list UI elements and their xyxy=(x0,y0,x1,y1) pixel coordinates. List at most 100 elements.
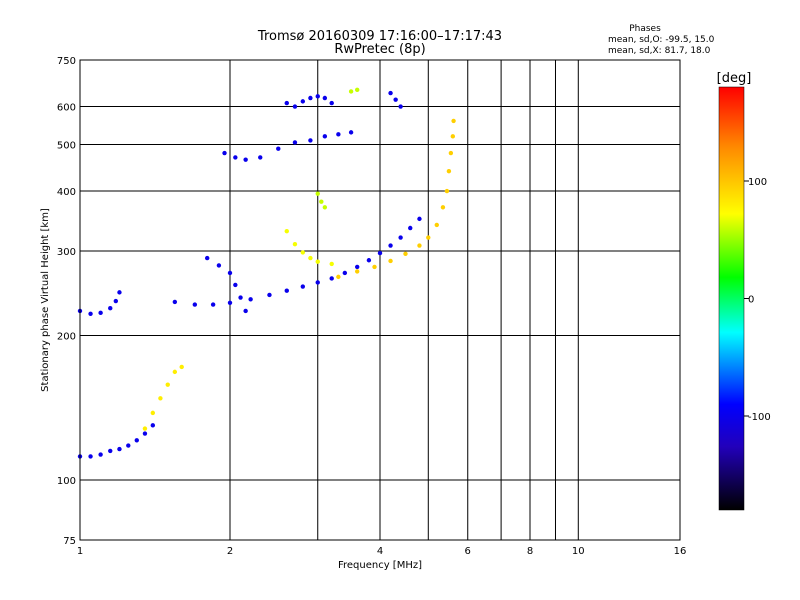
data-point xyxy=(243,308,248,314)
data-point xyxy=(258,155,263,160)
data-point xyxy=(134,438,139,443)
data-point xyxy=(329,276,334,281)
data-point xyxy=(248,297,253,302)
data-point xyxy=(222,150,227,156)
data-point xyxy=(276,146,281,151)
data-point xyxy=(98,452,103,457)
data-point xyxy=(88,311,93,316)
y-tick-label: 300 xyxy=(57,247,76,258)
info-heading: Phases xyxy=(629,24,661,34)
data-point xyxy=(88,454,93,459)
data-point xyxy=(292,140,298,145)
y-tick-label: 75 xyxy=(63,536,76,547)
data-point xyxy=(284,228,289,234)
data-point xyxy=(210,302,216,307)
data-point xyxy=(227,270,233,276)
data-point xyxy=(308,95,313,101)
data-point xyxy=(450,134,456,139)
data-point xyxy=(315,280,320,285)
data-point xyxy=(451,118,456,124)
data-point xyxy=(300,284,306,289)
data-point xyxy=(426,235,431,240)
data-point xyxy=(158,396,163,401)
y-ticks: 75 100 200 300 400 500 600 750 xyxy=(57,56,76,547)
data-point xyxy=(126,443,131,448)
data-point xyxy=(233,282,238,288)
data-point xyxy=(308,138,313,143)
data-point xyxy=(329,261,334,267)
data-point xyxy=(227,300,233,306)
data-point xyxy=(444,188,450,194)
data-point xyxy=(238,295,243,300)
data-point xyxy=(448,150,454,156)
x-tick-label: 8 xyxy=(527,546,533,557)
y-tick-label: 750 xyxy=(57,56,76,67)
x-ticks: 1 2 4 6 8 10 16 xyxy=(77,546,687,557)
x-axis-label: Frequency [MHz] xyxy=(338,560,422,571)
x-tick-label: 2 xyxy=(227,546,233,557)
data-point xyxy=(150,423,156,428)
data-point xyxy=(329,100,334,106)
chart-title: Tromsø 20160309 17:16:00–17:17:43 xyxy=(257,29,502,44)
data-point xyxy=(315,191,320,196)
data-point xyxy=(348,130,354,135)
data-point xyxy=(315,94,320,99)
plot-frame xyxy=(79,59,681,541)
data-point xyxy=(336,132,341,137)
data-point xyxy=(292,241,298,247)
data-point xyxy=(336,274,341,280)
colorbar-tick-label: -100 xyxy=(748,412,771,423)
info-line-o: mean, sd,O: -99.5, 15.0 xyxy=(608,35,715,45)
data-point xyxy=(440,205,446,210)
colorbar-label: [deg] xyxy=(717,71,752,86)
data-point xyxy=(434,222,439,228)
data-point xyxy=(388,243,393,248)
data-point xyxy=(292,104,298,109)
data-point xyxy=(354,269,360,274)
x-tick-label: 10 xyxy=(572,546,585,557)
data-point xyxy=(377,250,383,256)
data-point xyxy=(342,270,348,276)
data-point xyxy=(388,258,393,264)
data-point xyxy=(403,251,408,257)
data-point xyxy=(398,235,403,240)
data-point xyxy=(300,99,306,104)
data-point xyxy=(319,199,324,204)
data-point xyxy=(108,306,113,311)
data-point xyxy=(388,90,393,96)
colorbar-tick-label: 100 xyxy=(748,177,767,188)
x-tick-label: 6 xyxy=(465,546,471,557)
data-point xyxy=(284,100,289,106)
data-point xyxy=(142,431,148,436)
info-line-x: mean, sd,X: 81.7, 18.0 xyxy=(608,46,711,56)
colorbar xyxy=(718,86,745,511)
data-point xyxy=(366,258,372,263)
data-point xyxy=(354,264,360,270)
data-point xyxy=(322,95,328,101)
y-tick-label: 200 xyxy=(57,332,76,343)
data-point xyxy=(113,298,119,304)
grid-lines xyxy=(80,60,680,540)
colorbar-ticks: 100 0 -100 xyxy=(744,177,771,423)
x-tick-label: 16 xyxy=(674,546,687,557)
x-tick-label: 4 xyxy=(377,546,383,557)
data-point xyxy=(408,225,413,231)
data-point xyxy=(117,446,122,452)
data-point xyxy=(172,299,178,305)
data-point xyxy=(192,302,198,307)
y-tick-label: 100 xyxy=(57,476,76,487)
data-point xyxy=(308,255,313,261)
data-point xyxy=(348,89,354,94)
data-point xyxy=(150,410,156,416)
data-point xyxy=(108,448,113,454)
data-point xyxy=(315,259,320,264)
data-point xyxy=(117,290,122,295)
data-point xyxy=(204,255,210,261)
y-tick-label: 600 xyxy=(57,103,76,114)
data-point xyxy=(142,426,148,431)
data-point xyxy=(372,264,377,270)
data-point xyxy=(179,364,184,370)
data-point xyxy=(216,263,222,268)
data-point xyxy=(300,250,306,255)
